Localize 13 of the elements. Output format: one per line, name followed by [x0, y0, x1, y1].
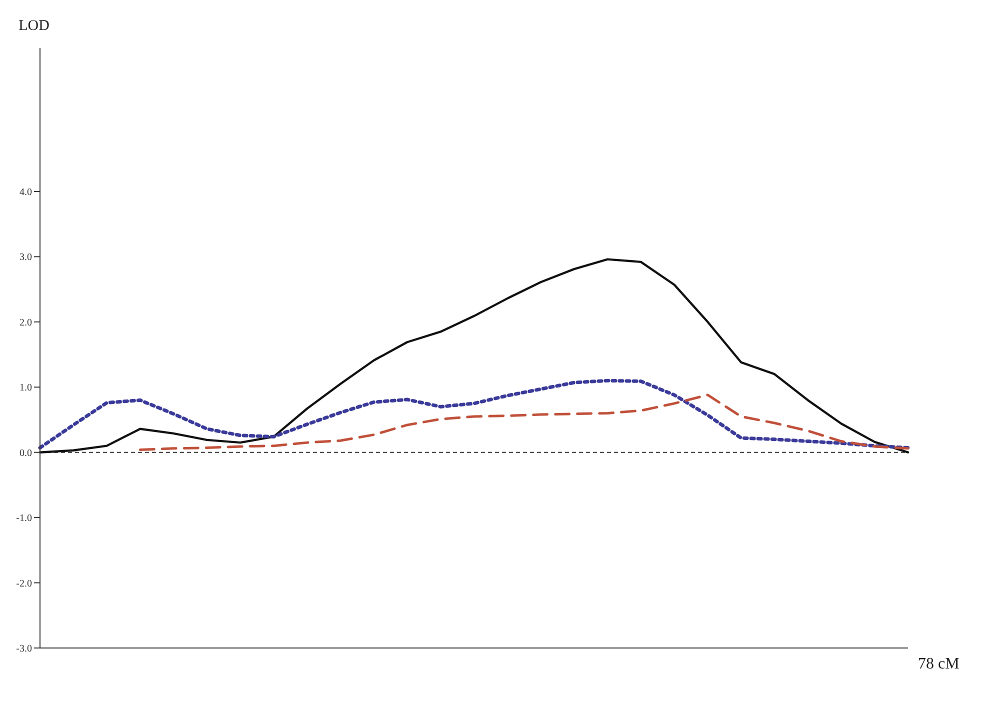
- y-tick-label: 4.0: [20, 187, 32, 198]
- y-tick-label: 1.0: [20, 382, 32, 394]
- y-tick-label: 3.0: [20, 252, 32, 264]
- y-tick-label: -2.0: [16, 578, 32, 590]
- y-tick-label: -1.0: [16, 513, 32, 524]
- line-series: [38, 378, 910, 450]
- x-axis-title: 78 cM: [918, 656, 960, 673]
- line-series: [38, 258, 910, 454]
- line-series: [138, 394, 910, 451]
- y-tick-label: 2.0: [20, 317, 32, 328]
- y-axis-title: LOD: [18, 18, 50, 34]
- y-tick-label: -3.0: [16, 644, 32, 655]
- y-tick-label: 0.0: [20, 448, 32, 459]
